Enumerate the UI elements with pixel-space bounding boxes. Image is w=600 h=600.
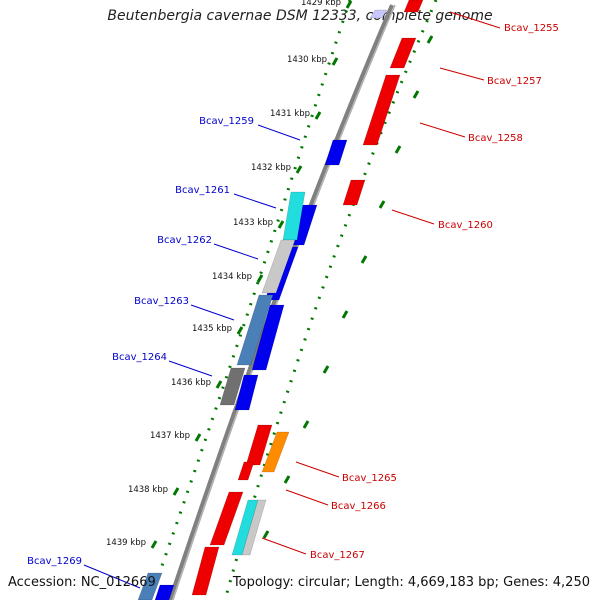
cds-gray	[261, 239, 296, 294]
gene-label-bcav_1263[interactable]: Bcav_1263	[134, 296, 189, 307]
cds-lavender	[369, 9, 388, 19]
tick-label: 1429 kbp	[301, 0, 341, 8]
gene-label-bcav_1259[interactable]: Bcav_1259	[199, 116, 254, 127]
gene-label-bcav_1261[interactable]: Bcav_1261	[175, 185, 230, 196]
forward-cds	[324, 139, 348, 166]
leader-line	[419, 122, 466, 138]
tick-label: 1433 kbp	[233, 218, 273, 228]
gene-label-bcav_1255[interactable]: Bcav_1255	[504, 23, 559, 34]
right-tick-mark	[426, 35, 434, 44]
gene-label-bcav_1264[interactable]: Bcav_1264	[112, 352, 167, 363]
forward-cds	[154, 584, 175, 600]
gene-label-bcav_1260[interactable]: Bcav_1260	[438, 220, 493, 231]
tick-label: 1435 kbp	[192, 324, 232, 334]
tick-mark	[194, 433, 202, 442]
cds-darkgray	[219, 367, 246, 406]
tick-label: 1431 kbp	[270, 109, 310, 119]
right-tick-mark	[322, 365, 330, 374]
tick-mark	[277, 220, 285, 229]
cds-gray	[241, 499, 267, 556]
tick-mark	[331, 57, 339, 66]
leader-line	[257, 124, 301, 141]
gene-label-bcav_1266[interactable]: Bcav_1266	[331, 501, 386, 512]
reverse-cds	[403, 0, 424, 13]
reverse-cds	[237, 461, 255, 481]
tick-mark	[256, 274, 264, 283]
gene-label-bcav_1262[interactable]: Bcav_1262	[157, 235, 212, 246]
tick-dots-left	[148, 0, 352, 600]
right-tick-mark	[360, 255, 368, 264]
cds-orange	[261, 431, 290, 473]
tick-mark	[236, 326, 244, 335]
cds-steelblue	[137, 572, 163, 600]
forward-cds	[234, 374, 259, 411]
gene-label-bcav_1269[interactable]: Bcav_1269	[27, 556, 82, 567]
tick-mark	[172, 487, 180, 496]
tick-label: 1432 kbp	[251, 163, 291, 173]
leader-line	[439, 67, 485, 81]
tick-mark	[215, 380, 223, 389]
tick-label: 1437 kbp	[150, 431, 190, 441]
tick-mark	[345, 0, 353, 9]
reverse-cds	[245, 424, 273, 466]
right-dashes	[262, 35, 434, 539]
reverse-cds	[209, 491, 244, 546]
leader-line	[449, 11, 501, 29]
leader-line	[213, 243, 259, 260]
right-tick-mark	[283, 475, 291, 484]
leader-line	[83, 564, 141, 589]
gene-label-bcav_1265[interactable]: Bcav_1265	[342, 473, 397, 484]
leader-line	[168, 360, 213, 377]
right-tick-mark	[394, 145, 402, 154]
leader-line	[391, 209, 435, 225]
reverse-cds	[342, 179, 366, 206]
reverse-cds	[362, 74, 401, 146]
cds-steelblue	[236, 294, 274, 366]
leader-line	[190, 304, 235, 321]
reverse-cds	[389, 37, 417, 69]
right-tick-mark	[412, 90, 420, 99]
tick-label: 1439 kbp	[106, 538, 146, 548]
cds-cyan	[282, 191, 306, 241]
leader-line	[285, 489, 329, 506]
right-tick-mark	[341, 310, 349, 319]
tick-label: 1430 kbp	[287, 55, 327, 65]
right-tick-mark	[378, 200, 386, 209]
tick-label: 1436 kbp	[171, 378, 211, 388]
genome-title: Beutenbergia cavernae DSM 12333, complet…	[107, 8, 493, 24]
gene-label-bcav_1267[interactable]: Bcav_1267	[310, 550, 365, 561]
topology-summary: Topology: circular; Length: 4,669,183 bp…	[232, 575, 590, 590]
reverse-cds	[191, 546, 220, 596]
tick-label: 1434 kbp	[212, 272, 252, 282]
right-tick-mark	[262, 530, 270, 539]
tick-label: 1438 kbp	[128, 485, 168, 495]
forward-cds	[251, 304, 285, 371]
tick-mark	[314, 111, 322, 120]
leader-line	[233, 193, 277, 209]
leader-line	[295, 461, 340, 478]
right-tick-mark	[302, 420, 310, 429]
leader-line	[261, 537, 307, 555]
gene-label-bcav_1258[interactable]: Bcav_1258	[468, 133, 523, 144]
tick-mark	[295, 165, 303, 174]
gene-label-bcav_1257[interactable]: Bcav_1257	[487, 76, 542, 87]
accession-label: Accession: NC_012669	[8, 575, 156, 590]
tick-mark	[150, 540, 158, 549]
